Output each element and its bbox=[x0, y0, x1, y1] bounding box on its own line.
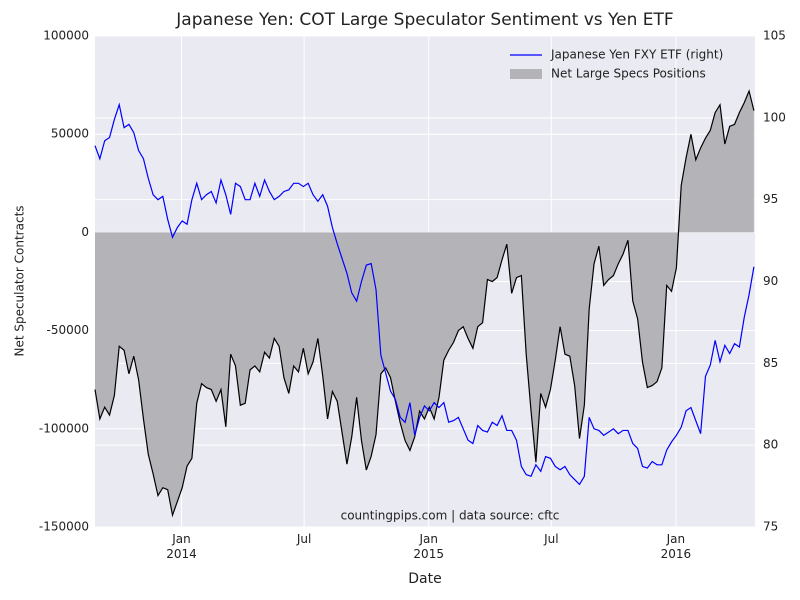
y2-tick-label: 80 bbox=[763, 438, 778, 452]
legend-swatch bbox=[510, 69, 542, 79]
y-tick-label: 0 bbox=[81, 225, 89, 239]
y2-tick-label: 85 bbox=[763, 356, 778, 370]
line bbox=[94, 102, 755, 486]
y-axis-label: Net Speculator Contracts bbox=[13, 205, 27, 356]
chart-title: Japanese Yen: COT Large Speculator Senti… bbox=[175, 10, 673, 30]
area bbox=[95, 90, 754, 516]
annotation: countingpips.com | data source: cftc bbox=[341, 509, 560, 523]
y2-tick-label: 75 bbox=[763, 520, 778, 534]
legend-label: Japanese Yen FXY ETF (right) bbox=[550, 48, 723, 62]
y-tick-label: -50000 bbox=[46, 323, 89, 337]
y2-tick-label: 100 bbox=[763, 110, 786, 124]
y-tick-label: -150000 bbox=[39, 520, 89, 534]
y2-tick-label: 95 bbox=[763, 192, 778, 206]
legend-label: Net Large Specs Positions bbox=[551, 67, 706, 81]
x-tick-label: Jan 2014 bbox=[166, 532, 197, 561]
x-tick-label: Jan 2016 bbox=[660, 532, 692, 561]
x-tick-label: Jul bbox=[296, 532, 312, 546]
y2-tick-label: 105 bbox=[763, 29, 786, 43]
x-axis-label: Date bbox=[408, 571, 441, 587]
y2-tick-label: 90 bbox=[763, 274, 778, 288]
y-tick-label: 50000 bbox=[51, 127, 89, 141]
y-tick-label: 100000 bbox=[43, 29, 89, 43]
area-line bbox=[94, 89, 755, 518]
marks bbox=[94, 89, 755, 518]
y-tick-label: -100000 bbox=[39, 421, 89, 435]
x-tick-label: Jan 2015 bbox=[413, 532, 444, 561]
x-tick-label: Jul bbox=[544, 532, 559, 546]
